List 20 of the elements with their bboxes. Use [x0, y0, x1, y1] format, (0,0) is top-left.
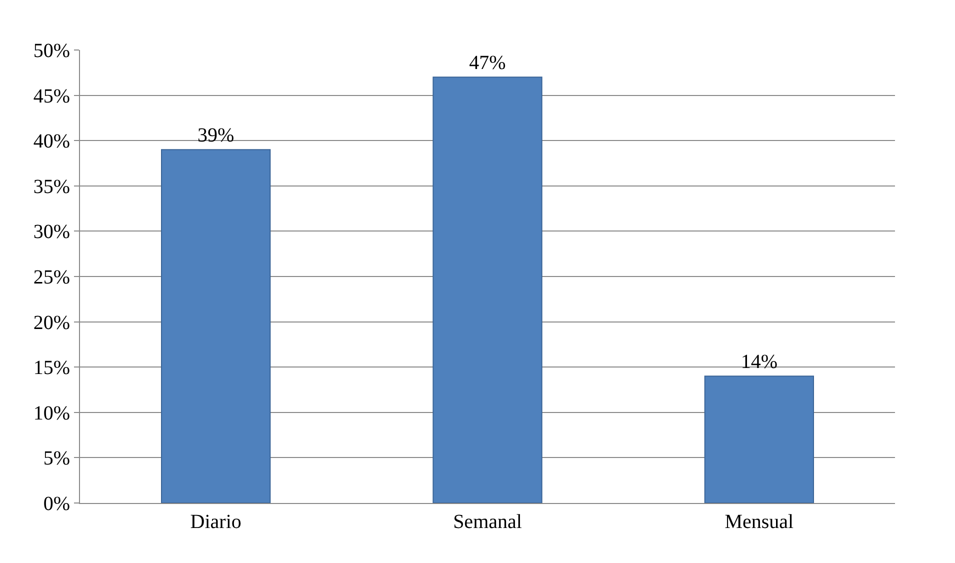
bar [161, 149, 271, 503]
data-label: 47% [469, 52, 506, 74]
y-tick-label: 50% [33, 40, 70, 62]
y-tick-label: 20% [33, 312, 70, 334]
x-tick-label: Diario [190, 511, 242, 533]
y-tick-label: 35% [33, 176, 70, 198]
y-tick-label: 30% [33, 221, 70, 244]
x-tick-label: Semanal [453, 511, 522, 533]
y-tick-label: 40% [33, 130, 70, 153]
data-label: 39% [198, 124, 234, 147]
y-tick-label: 10% [33, 402, 70, 424]
data-label: 14% [740, 351, 778, 374]
y-tick-label: 15% [33, 357, 70, 380]
x-tick-label: Mensual [724, 511, 794, 533]
bar [432, 76, 542, 503]
y-tick-label: 5% [43, 448, 70, 470]
bar [704, 376, 814, 503]
y-tick-label: 25% [33, 266, 70, 288]
y-tick-label: 0% [43, 493, 70, 515]
y-tick-label: 45% [33, 85, 70, 108]
